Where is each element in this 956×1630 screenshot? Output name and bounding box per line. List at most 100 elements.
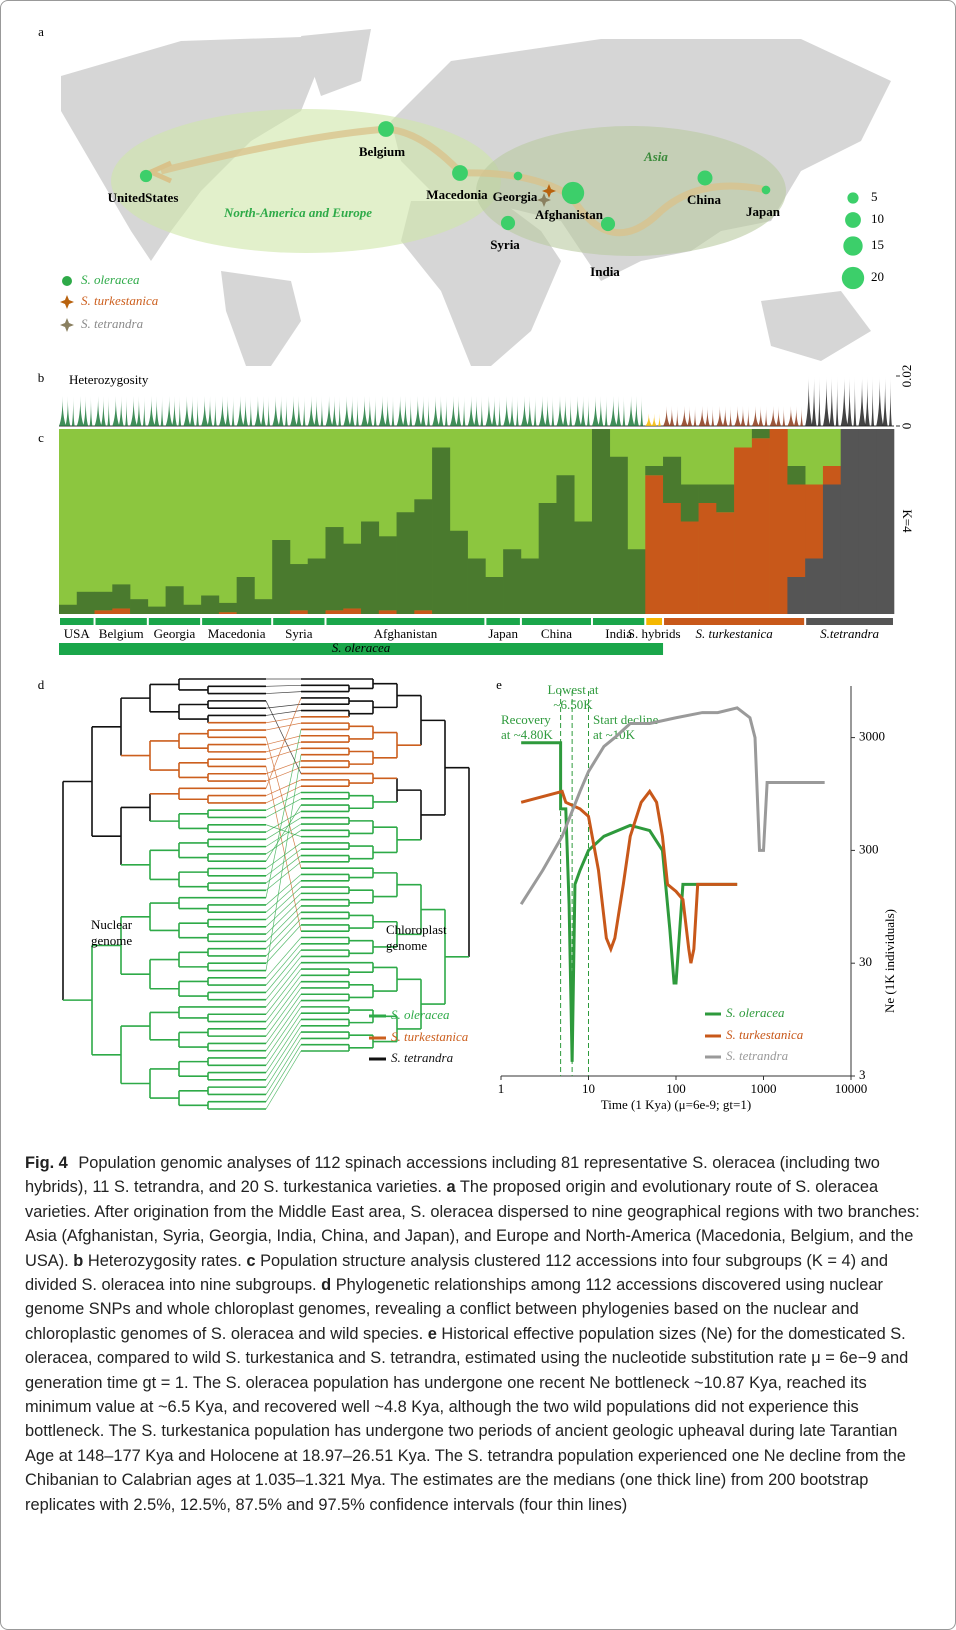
violin — [651, 413, 657, 426]
tree-link — [265, 924, 302, 964]
structure-bar — [591, 429, 611, 614]
violin — [373, 396, 377, 426]
location-label: Macedonia — [426, 187, 488, 202]
structure-bar — [325, 610, 344, 614]
panel-title: Heterozygosity — [69, 372, 149, 387]
tree-link — [265, 798, 302, 818]
legend-label: S. tetrandra — [81, 316, 144, 331]
region-label: Asia — [643, 149, 668, 164]
violin — [427, 396, 430, 426]
tree-link — [265, 1019, 302, 1073]
tree-link — [265, 1000, 302, 1051]
tree-link — [265, 792, 302, 811]
structure-bar — [432, 447, 451, 614]
violin — [604, 396, 608, 426]
species-strip — [59, 643, 664, 655]
violin — [587, 396, 590, 426]
x-tick-label: 1000 — [751, 1081, 777, 1096]
violin — [538, 396, 546, 426]
caption-part-label: d — [321, 1276, 332, 1295]
violin — [764, 406, 768, 426]
violin — [183, 396, 191, 426]
violin — [201, 396, 209, 426]
tree-link — [265, 943, 302, 986]
group-label: S. turkestanica — [695, 626, 773, 641]
violin — [267, 396, 271, 426]
caption-part-label: a — [446, 1178, 456, 1197]
annotation: Lowest at — [548, 682, 599, 697]
violin — [829, 376, 835, 426]
tree-link — [265, 1044, 302, 1102]
violin — [758, 406, 764, 426]
caption-part-label: b — [73, 1251, 84, 1270]
structure-bar — [520, 558, 539, 614]
group-strip — [60, 618, 94, 625]
violin — [432, 396, 440, 426]
violin — [331, 396, 337, 426]
violin — [100, 396, 106, 426]
y-tick-label: 3000 — [859, 729, 885, 744]
structure-bar — [734, 447, 753, 614]
panel-label: b — [38, 370, 45, 385]
location-circle — [378, 121, 394, 137]
legend-symbol — [62, 276, 72, 286]
tree-label: Nuclear — [91, 917, 133, 932]
structure-bar — [325, 527, 344, 611]
violin — [94, 396, 102, 426]
y-tick-label: 30 — [859, 954, 872, 969]
violin — [444, 396, 448, 426]
violin — [847, 376, 853, 426]
structure-bar — [805, 484, 824, 559]
structure-bar — [485, 577, 504, 614]
violin — [71, 396, 75, 426]
structure-bar — [272, 540, 291, 614]
structure-bar — [396, 512, 415, 614]
violin — [574, 396, 582, 426]
structure-bar — [378, 536, 397, 611]
violin — [218, 396, 226, 426]
tree-link — [265, 912, 302, 949]
violin — [302, 396, 306, 426]
location-label: India — [590, 264, 620, 279]
structure-bar — [361, 521, 380, 614]
violin — [213, 396, 217, 426]
tree-link — [265, 880, 302, 913]
annotation: Recovery — [501, 712, 551, 727]
structure-bar — [787, 484, 806, 577]
violin — [858, 376, 866, 426]
tree-link — [265, 975, 302, 1022]
legend-label: S. oleracea — [391, 1007, 450, 1022]
violin — [800, 406, 804, 426]
tree-link — [265, 1012, 302, 1066]
violin — [805, 376, 813, 426]
violin — [503, 396, 511, 426]
violin — [822, 376, 831, 426]
structure-bar — [414, 499, 433, 611]
violin — [125, 396, 128, 426]
legend-label: S. oleracea — [81, 272, 140, 287]
violin — [414, 396, 422, 426]
legend-symbol — [60, 318, 74, 332]
tree-link — [265, 956, 302, 1000]
tree-link — [265, 981, 302, 1030]
size-legend-circle — [845, 212, 861, 228]
violin — [76, 396, 84, 426]
size-legend-label: 5 — [871, 189, 878, 204]
group-label: Afghanistan — [374, 626, 438, 641]
legend-label: S. turkestanica — [81, 293, 159, 308]
caption-part-label: c — [246, 1251, 256, 1270]
violin — [260, 396, 266, 426]
structure-bar — [822, 466, 842, 485]
location-circle — [500, 215, 516, 231]
structure-bar — [343, 608, 362, 614]
panel-label: e — [496, 677, 502, 692]
structure-bar — [822, 484, 842, 614]
location-label: Afghanistan — [535, 207, 604, 222]
violin — [889, 376, 892, 426]
tree-link — [265, 754, 302, 971]
violin — [130, 396, 138, 426]
tree-link — [265, 1025, 302, 1081]
violin — [776, 406, 782, 426]
tree-link — [265, 949, 302, 993]
